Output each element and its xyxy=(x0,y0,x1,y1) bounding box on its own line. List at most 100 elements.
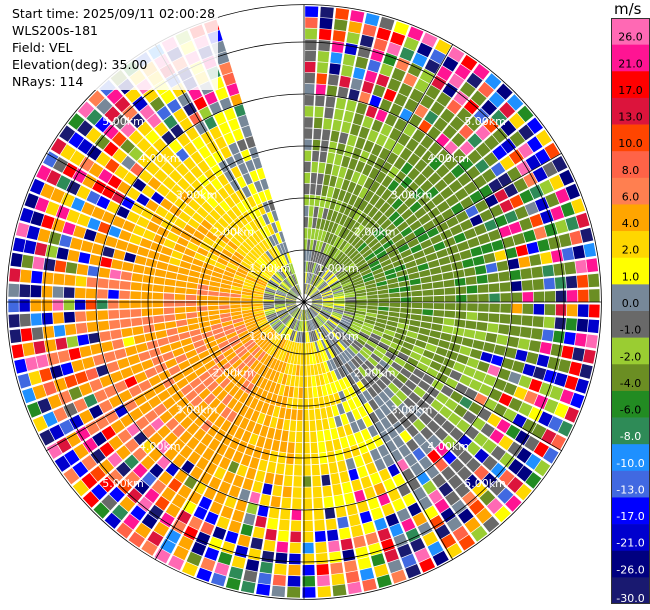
range-gate xyxy=(320,230,327,242)
range-gate xyxy=(466,312,478,321)
range-gate xyxy=(346,331,357,339)
range-gate xyxy=(360,377,371,389)
range-gate xyxy=(429,360,442,371)
range-gate xyxy=(350,358,361,369)
range-gate xyxy=(336,326,346,335)
range-gate xyxy=(275,232,282,244)
range-gate xyxy=(145,199,159,212)
range-gate xyxy=(66,209,80,224)
range-gate xyxy=(410,462,424,476)
range-ring-label: 3.00km xyxy=(391,404,433,417)
range-gate xyxy=(358,441,369,455)
range-gate xyxy=(390,394,403,407)
range-gate xyxy=(507,94,524,111)
range-gate xyxy=(363,276,375,283)
range-gate xyxy=(269,381,277,393)
range-gate xyxy=(399,190,411,202)
range-gate xyxy=(328,260,337,270)
range-gate xyxy=(386,193,398,206)
range-gate xyxy=(394,264,406,273)
range-gate xyxy=(483,152,499,167)
range-gate xyxy=(479,383,493,397)
range-gate xyxy=(412,512,428,527)
range-gate xyxy=(417,232,430,243)
range-gate xyxy=(558,420,573,437)
range-gate xyxy=(345,99,357,112)
range-gate xyxy=(308,206,314,217)
range-gate xyxy=(434,498,450,514)
range-gate xyxy=(196,295,208,301)
range-gate xyxy=(43,151,59,168)
range-gate xyxy=(377,492,391,506)
range-gate xyxy=(324,336,332,347)
range-gate xyxy=(194,252,206,262)
range-gate xyxy=(421,32,438,48)
range-gate xyxy=(312,251,318,263)
range-gate xyxy=(174,198,187,211)
range-gate xyxy=(174,294,186,300)
range-gate xyxy=(45,201,60,216)
colorbar-bin xyxy=(611,337,650,365)
range-gate xyxy=(164,314,176,322)
range-gate xyxy=(529,254,542,266)
range-gate xyxy=(282,486,292,498)
range-gate xyxy=(460,54,478,71)
range-gate xyxy=(397,132,411,147)
range-gate xyxy=(141,513,158,530)
range-gate xyxy=(225,266,237,274)
range-gate xyxy=(382,454,395,467)
range-gate xyxy=(320,6,334,19)
range-gate xyxy=(83,393,98,408)
colorbar-bin xyxy=(611,444,650,472)
ray xyxy=(308,308,476,551)
range-gate xyxy=(277,361,284,372)
range-gate xyxy=(206,140,219,154)
range-gate xyxy=(383,387,395,399)
range-gate xyxy=(400,346,412,356)
range-ring-label: 2.00km xyxy=(213,367,255,380)
range-gate xyxy=(499,452,515,468)
range-gate xyxy=(469,214,483,227)
colorbar-tick-label: -6.0 xyxy=(620,404,641,417)
range-gate xyxy=(210,276,222,283)
ray xyxy=(304,6,319,294)
range-gate xyxy=(400,307,411,314)
range-gate xyxy=(302,564,315,576)
range-gate xyxy=(230,93,243,107)
range-gate xyxy=(564,375,579,391)
range-gate xyxy=(254,334,265,344)
range-gate xyxy=(266,211,275,223)
range-gate xyxy=(97,289,108,299)
range-gate xyxy=(236,202,247,214)
ray xyxy=(304,309,347,597)
range-gate xyxy=(357,465,369,478)
range-gate xyxy=(241,125,253,138)
range-gate xyxy=(310,172,317,184)
range-gate xyxy=(221,393,233,406)
range-gate xyxy=(310,331,314,342)
range-gate xyxy=(425,343,438,353)
range-gate xyxy=(114,348,127,360)
range-gate xyxy=(92,354,106,366)
range-ring-label: 1.00km xyxy=(317,330,359,343)
colorbar-bin xyxy=(611,71,650,99)
range-gate xyxy=(379,63,394,77)
range-gate xyxy=(352,318,364,325)
range-gate xyxy=(273,383,281,395)
range-gate xyxy=(355,307,367,312)
range-gate xyxy=(188,355,200,365)
range-gate xyxy=(500,120,517,137)
range-gate xyxy=(500,303,511,313)
ray xyxy=(311,304,589,394)
range-gate xyxy=(344,168,354,181)
range-gate xyxy=(338,132,349,145)
range-gate xyxy=(295,309,301,319)
colorbar-bin xyxy=(611,124,650,152)
range-gate xyxy=(364,486,376,500)
range-gate xyxy=(319,327,326,338)
range-gate xyxy=(400,291,411,297)
range-gate xyxy=(101,185,116,199)
range-gate xyxy=(500,293,511,303)
range-gate xyxy=(537,238,550,252)
range-gate xyxy=(345,457,356,470)
